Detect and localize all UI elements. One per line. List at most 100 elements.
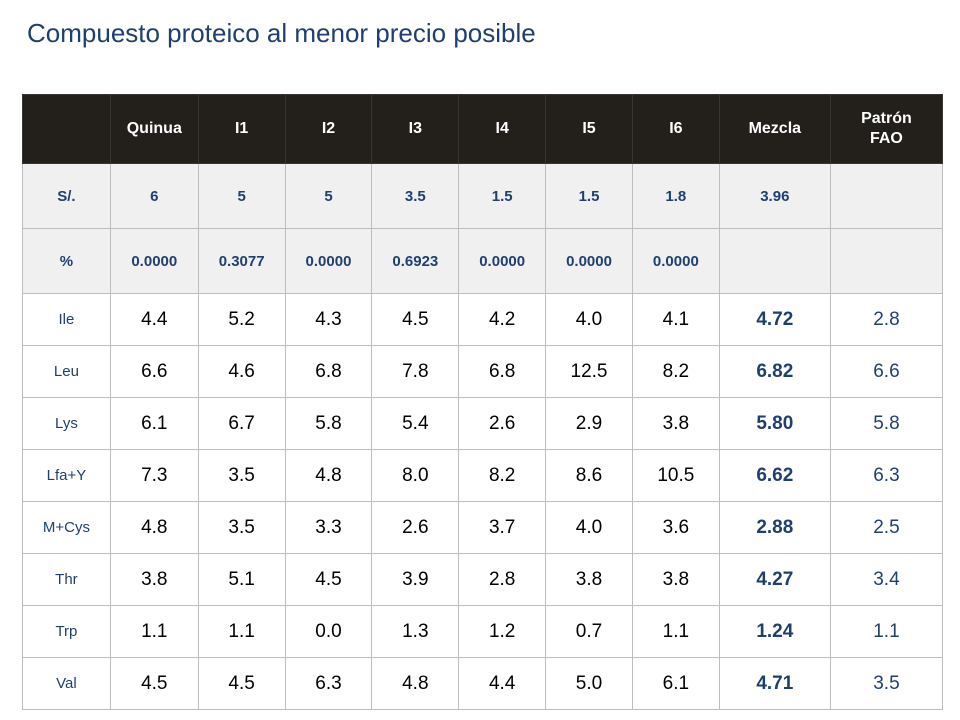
table-cell: 8.2 <box>458 449 547 502</box>
table-row: Lfa+Y 7.3 3.5 4.8 8.0 8.2 8.6 10.5 6.62 6.3 <box>22 449 944 502</box>
table-cell: 1.8 <box>631 163 720 229</box>
protein-table: Quinua I1 I2 I3 I4 I5 I6 Mezcla Patrón FAO S/. 6 5 5… <box>22 94 944 710</box>
table-cell: 1.1 <box>829 605 944 658</box>
table-cell: 3.4 <box>829 553 944 606</box>
table-row: Val 4.5 4.5 6.3 4.8 4.4 5.0 6.1 4.71 3.5 <box>22 657 944 710</box>
table-cell: 7.8 <box>371 345 460 398</box>
table-cell: 1.5 <box>458 163 547 229</box>
table-cell: 0.0000 <box>458 228 547 294</box>
table-cell: 4.5 <box>109 657 199 710</box>
table-cell: 4.4 <box>109 293 199 346</box>
table-cell <box>718 228 831 294</box>
table-row: Leu 6.6 4.6 6.8 7.8 6.8 12.5 8.2 6.82 6.6 <box>22 345 944 398</box>
table-cell: 4.8 <box>284 449 373 502</box>
table-cell: 3.9 <box>371 553 460 606</box>
table-cell: 4.0 <box>545 501 633 554</box>
table-cell: 3.5 <box>197 449 286 502</box>
table-cell: 1.1 <box>197 605 286 658</box>
table-cell: 1.3 <box>371 605 460 658</box>
table-cell: 1.1 <box>631 605 720 658</box>
table-cell: 2.6 <box>371 501 460 554</box>
table-cell: 5.1 <box>197 553 286 606</box>
table-row: M+Cys 4.8 3.5 3.3 2.6 3.7 4.0 3.6 2.88 2.5 <box>22 501 944 554</box>
table-row: Ile 4.4 5.2 4.3 4.5 4.2 4.0 4.1 4.72 2.8 <box>22 293 944 346</box>
table-cell: 5.2 <box>197 293 286 346</box>
table-cell: 8.0 <box>371 449 460 502</box>
table-cell: 3.5 <box>197 501 286 554</box>
table-cell: 4.6 <box>197 345 286 398</box>
table-row: Lys 6.1 6.7 5.8 5.4 2.6 2.9 3.8 5.80 5.8 <box>22 397 944 450</box>
table-cell: 2.8 <box>829 293 944 346</box>
table-cell: 3.6 <box>631 501 720 554</box>
table-cell: 3.8 <box>631 397 720 450</box>
table-cell: 5.8 <box>284 397 373 450</box>
table-cell: 6.82 <box>718 345 831 398</box>
table-cell: 0.0 <box>284 605 373 658</box>
row-label: M+Cys <box>22 501 111 554</box>
table-cell: 6.3 <box>284 657 373 710</box>
row-label: S/. <box>22 163 111 229</box>
table-cell: 1.2 <box>458 605 547 658</box>
column-header: I3 <box>371 94 460 164</box>
table-cell: 2.8 <box>458 553 547 606</box>
table-cell: 2.5 <box>829 501 944 554</box>
row-label: Lys <box>22 397 111 450</box>
table-cell: 1.24 <box>718 605 831 658</box>
table-cell: 3.5 <box>371 163 460 229</box>
table-cell: 0.0000 <box>109 228 199 294</box>
table-cell: 4.71 <box>718 657 831 710</box>
table-cell: 3.8 <box>631 553 720 606</box>
column-header: Quinua <box>109 94 199 164</box>
table-cell: 4.2 <box>458 293 547 346</box>
table-cell: 6 <box>109 163 199 229</box>
table-cell: 6.6 <box>829 345 944 398</box>
table-cell: 6.7 <box>197 397 286 450</box>
table-cell: 5 <box>284 163 373 229</box>
table-cell: 0.6923 <box>371 228 460 294</box>
table-cell: 2.9 <box>545 397 633 450</box>
table-cell: 6.3 <box>829 449 944 502</box>
column-header: I4 <box>458 94 547 164</box>
table-cell: 4.1 <box>631 293 720 346</box>
table-cell: 8.6 <box>545 449 633 502</box>
table-cell: 4.3 <box>284 293 373 346</box>
row-label: Leu <box>22 345 111 398</box>
table-cell: 5 <box>197 163 286 229</box>
table-cell: 0.0000 <box>545 228 633 294</box>
table-row: Thr 3.8 5.1 4.5 3.9 2.8 3.8 3.8 4.27 3.4 <box>22 553 944 606</box>
table-cell <box>829 228 944 294</box>
table-cell: 4.8 <box>371 657 460 710</box>
table-cell: 1.5 <box>545 163 633 229</box>
percent-row: % 0.0000 0.3077 0.0000 0.6923 0.0000 0.0000 0.0… <box>22 228 944 294</box>
table-cell: 0.0000 <box>631 228 720 294</box>
table-cell: 4.4 <box>458 657 547 710</box>
table-cell: 5.0 <box>545 657 633 710</box>
column-header: I1 <box>197 94 286 164</box>
table-cell: 6.62 <box>718 449 831 502</box>
table-cell: 3.7 <box>458 501 547 554</box>
column-header: I2 <box>284 94 373 164</box>
row-label: Thr <box>22 553 111 606</box>
table-row: Trp 1.1 1.1 0.0 1.3 1.2 0.7 1.1 1.24 1.1 <box>22 605 944 658</box>
table-cell: 3.96 <box>718 163 831 229</box>
table-cell: 4.8 <box>109 501 199 554</box>
table-cell: 8.2 <box>631 345 720 398</box>
table-cell: 6.8 <box>284 345 373 398</box>
header-row: Quinua I1 I2 I3 I4 I5 I6 Mezcla Patrón FAO <box>22 94 944 164</box>
table-cell: 3.5 <box>829 657 944 710</box>
table-cell: 4.72 <box>718 293 831 346</box>
row-label: Ile <box>22 293 111 346</box>
table-cell: 3.8 <box>545 553 633 606</box>
column-header: I5 <box>545 94 633 164</box>
table-cell: 6.8 <box>458 345 547 398</box>
row-label: Lfa+Y <box>22 449 111 502</box>
table-cell: 4.5 <box>371 293 460 346</box>
row-label: Trp <box>22 605 111 658</box>
table-cell: 2.6 <box>458 397 547 450</box>
row-label: % <box>22 228 111 294</box>
row-label: Val <box>22 657 111 710</box>
table-cell: 2.88 <box>718 501 831 554</box>
table-cell: 4.27 <box>718 553 831 606</box>
table-cell: 4.0 <box>545 293 633 346</box>
table-cell: 10.5 <box>631 449 720 502</box>
